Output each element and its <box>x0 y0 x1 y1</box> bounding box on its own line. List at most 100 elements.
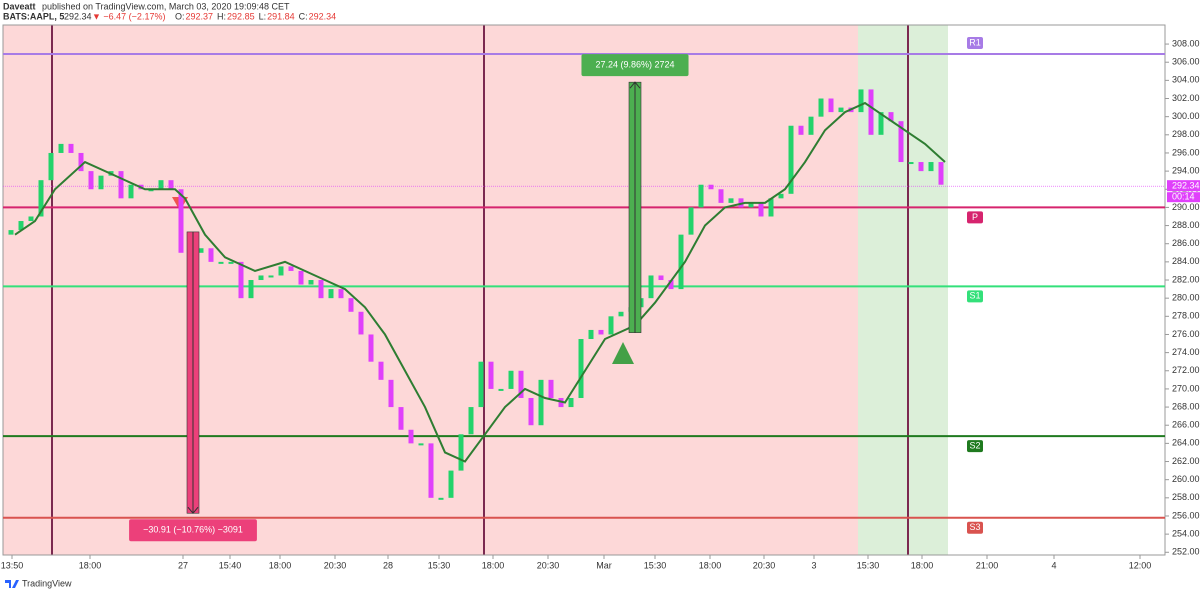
price-bar <box>28 216 34 222</box>
y-tick-label: 304.00 <box>1172 75 1200 85</box>
last-price-tag <box>1167 180 1200 192</box>
price-bar <box>348 298 354 312</box>
price-bar <box>728 198 734 203</box>
price-bar <box>578 339 584 398</box>
y-tick-label: 270.00 <box>1172 383 1200 393</box>
pivot-tag <box>967 37 983 50</box>
price-bar <box>938 162 944 185</box>
price-bar <box>398 407 404 430</box>
price-bar <box>658 275 664 281</box>
pivot-label: R1 <box>969 37 981 47</box>
y-tick-label: 306.00 <box>1172 57 1200 67</box>
x-tick-label: 18:00 <box>699 560 722 570</box>
header-published: published on TradingView.com, March 03, … <box>42 1 290 11</box>
y-tick-label: 266.00 <box>1172 420 1200 430</box>
price-bar <box>258 275 264 281</box>
price-bar <box>48 152 54 181</box>
x-tick-label: Mar <box>596 560 612 570</box>
y-tick-label: 254.00 <box>1172 529 1200 539</box>
y-tick-label: 308.00 <box>1172 38 1200 48</box>
price-bar <box>588 329 594 340</box>
y-tick-label: 300.00 <box>1172 111 1200 121</box>
price-bar <box>618 311 624 317</box>
price-bar <box>528 397 534 426</box>
y-tick-label: 268.00 <box>1172 401 1200 411</box>
price-bar <box>868 89 874 135</box>
moving-average <box>14 101 946 463</box>
y-tick-label: 262.00 <box>1172 456 1200 466</box>
price-bar <box>608 316 614 335</box>
x-tick-label: 18:00 <box>482 560 505 570</box>
price-bar <box>478 361 484 408</box>
price-bar <box>98 175 104 190</box>
price-bar <box>828 98 834 113</box>
header-author: Daveatt <box>3 1 36 11</box>
pivot-label: S3 <box>969 522 980 532</box>
price-bar <box>768 198 774 217</box>
price-bar <box>158 180 164 190</box>
price-bar <box>778 193 784 199</box>
x-tick-label: 20:30 <box>324 560 347 570</box>
price-bar <box>708 184 714 190</box>
measure-label-box <box>129 519 257 542</box>
price-bar <box>678 234 684 290</box>
price-bar <box>268 275 274 278</box>
price-bar <box>488 361 494 389</box>
y-tick-label: 288.00 <box>1172 220 1200 230</box>
y-tick-label: 260.00 <box>1172 474 1200 484</box>
y-tick-label: 264.00 <box>1172 438 1200 448</box>
pivot-label: S1 <box>969 291 980 301</box>
price-bar <box>878 112 884 135</box>
price-bar <box>698 184 704 208</box>
price-bar <box>798 125 804 135</box>
ohlc-value: 291.84 <box>267 11 295 21</box>
ohlc-value: 292.85 <box>227 11 255 21</box>
price-bar <box>718 189 724 203</box>
price-bar <box>598 329 604 335</box>
price-bar <box>928 162 934 172</box>
price-bar <box>898 121 904 163</box>
y-tick-label: 256.00 <box>1172 510 1200 520</box>
y-tick-label: 272.00 <box>1172 365 1200 375</box>
y-tick-label: 276.00 <box>1172 329 1200 339</box>
price-bar <box>358 311 364 335</box>
x-tick-label: 15:40 <box>219 560 242 570</box>
pivot-tag <box>967 290 983 303</box>
x-tick-label: 28 <box>383 560 393 570</box>
y-tick-label: 278.00 <box>1172 311 1200 321</box>
price-bar <box>168 180 174 190</box>
price-bar <box>748 202 754 208</box>
price-bar <box>908 162 914 165</box>
price-bar <box>178 189 184 253</box>
y-tick-label: 286.00 <box>1172 238 1200 248</box>
x-tick-label: 3 <box>811 560 816 570</box>
pivot-tag <box>967 521 983 534</box>
x-tick-label: 27 <box>178 560 188 570</box>
y-tick-label: 258.00 <box>1172 492 1200 502</box>
brand: TradingView <box>22 578 72 588</box>
price-bar <box>418 443 424 446</box>
y-tick-label: 294.00 <box>1172 165 1200 175</box>
price-bar <box>668 280 674 290</box>
ohlc-key: C: <box>299 11 308 21</box>
price-bar <box>448 470 454 498</box>
y-tick-label: 284.00 <box>1172 256 1200 266</box>
price-bar <box>428 443 434 498</box>
ohlc-value: 292.34 <box>309 11 337 21</box>
price-bar <box>58 143 64 153</box>
x-tick-label: 18:00 <box>269 560 292 570</box>
pivot-tag <box>967 211 983 224</box>
price-bar <box>128 184 134 199</box>
y-tick-label: 274.00 <box>1172 347 1200 357</box>
price-bar <box>18 221 24 231</box>
price-bar <box>838 107 844 113</box>
x-tick-label: 13:50 <box>1 560 24 570</box>
header-change: ▼ −6.47 (−2.17%) <box>92 11 165 21</box>
buy-signal <box>612 342 634 364</box>
pivot-tag <box>967 440 983 453</box>
price-bar <box>298 270 304 285</box>
price-bar <box>208 248 214 262</box>
y-tick-label: 298.00 <box>1172 129 1200 139</box>
y-tick-label: 296.00 <box>1172 147 1200 157</box>
